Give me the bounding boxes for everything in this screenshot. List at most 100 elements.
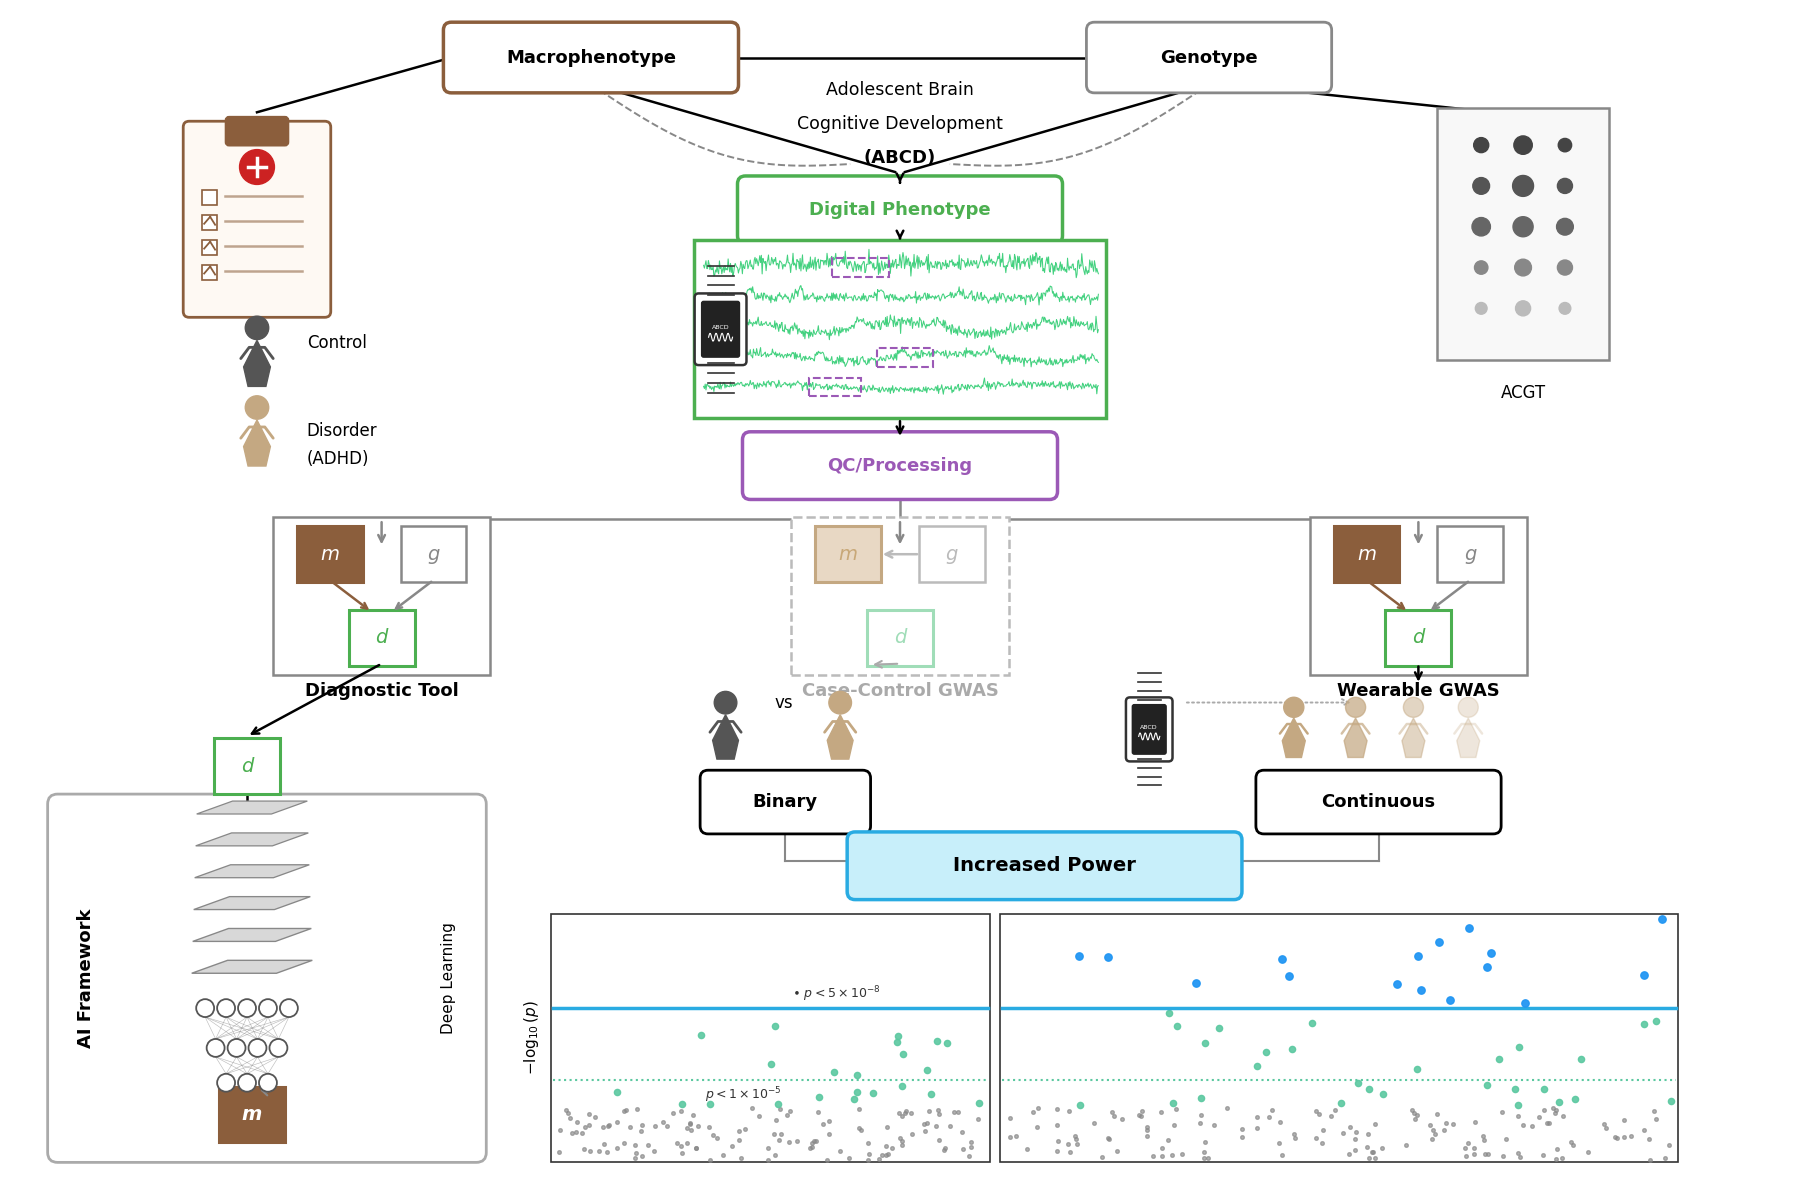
Point (1211, 1098, 1240, 1117)
Text: $\bullet\ p < 5 \times 10^{-8}$: $\bullet\ p < 5 \times 10^{-8}$ (792, 984, 882, 1004)
Bar (202, 215, 218, 230)
Point (673, 1134, 702, 1153)
Point (612, 1100, 641, 1120)
Circle shape (1557, 179, 1573, 193)
Point (797, 1133, 826, 1152)
Point (641, 1117, 670, 1136)
Point (1343, 1123, 1372, 1142)
Point (911, 1122, 940, 1141)
Point (571, 1139, 599, 1158)
Point (931, 1139, 959, 1158)
Point (871, 1136, 900, 1156)
Point (1321, 1100, 1350, 1120)
Point (1352, 1138, 1381, 1157)
Point (1642, 1010, 1670, 1030)
Point (887, 1076, 916, 1096)
Point (1471, 1130, 1499, 1150)
Point (1166, 1145, 1195, 1164)
Point (1472, 958, 1501, 977)
Point (1399, 1100, 1427, 1120)
Text: Macrophenotype: Macrophenotype (506, 48, 677, 66)
Point (1539, 1098, 1568, 1117)
Point (1147, 1103, 1175, 1122)
Circle shape (828, 691, 851, 714)
Point (1368, 1085, 1397, 1104)
Point (808, 1115, 837, 1134)
Point (1602, 1128, 1631, 1147)
Circle shape (1472, 217, 1490, 236)
Point (562, 1123, 590, 1142)
Point (659, 1104, 688, 1123)
Point (1305, 1105, 1334, 1124)
Circle shape (1559, 302, 1571, 314)
Point (947, 1122, 976, 1141)
Point (936, 1116, 965, 1135)
Circle shape (1514, 136, 1532, 155)
Text: Disorder: Disorder (306, 421, 378, 439)
Text: Continuous: Continuous (1321, 793, 1436, 811)
Point (1420, 1124, 1449, 1144)
Point (873, 1117, 902, 1136)
Polygon shape (196, 802, 308, 814)
Point (932, 1033, 961, 1052)
Polygon shape (243, 341, 270, 386)
Point (1636, 1150, 1665, 1169)
Point (995, 1127, 1024, 1146)
Point (1341, 1141, 1370, 1160)
Point (1190, 1148, 1219, 1168)
Point (1003, 1127, 1031, 1146)
Point (995, 1109, 1024, 1128)
Point (891, 1102, 920, 1121)
Point (574, 1116, 603, 1135)
Point (913, 1060, 941, 1079)
Polygon shape (193, 929, 311, 942)
Point (1361, 1115, 1390, 1134)
Circle shape (218, 1000, 236, 1018)
Polygon shape (191, 960, 313, 973)
Point (1343, 1074, 1372, 1093)
Point (1471, 1144, 1499, 1163)
Point (616, 1117, 644, 1136)
Point (855, 1145, 884, 1164)
Circle shape (259, 1074, 277, 1092)
Point (1307, 1133, 1336, 1152)
Circle shape (245, 396, 268, 419)
Point (853, 1151, 882, 1170)
Point (1055, 1102, 1084, 1121)
Point (1190, 1142, 1219, 1162)
Point (1487, 1103, 1516, 1122)
Point (628, 1146, 657, 1165)
Point (1181, 973, 1210, 992)
Text: ABCD: ABCD (1141, 725, 1157, 730)
Point (1418, 1129, 1447, 1148)
Point (697, 1094, 725, 1114)
Point (821, 1063, 850, 1082)
Circle shape (227, 1039, 245, 1057)
Point (1501, 1079, 1530, 1098)
Point (1640, 1102, 1669, 1121)
Point (922, 1032, 950, 1051)
Point (1429, 1121, 1458, 1140)
FancyBboxPatch shape (1386, 610, 1451, 666)
Point (731, 1120, 760, 1139)
Point (1199, 1115, 1228, 1134)
Point (1438, 1115, 1467, 1134)
Point (796, 1139, 824, 1158)
Point (574, 1104, 603, 1123)
Point (580, 1108, 608, 1127)
Point (1336, 1117, 1364, 1136)
Point (1548, 1148, 1577, 1168)
Text: Diagnostic Tool: Diagnostic Tool (304, 682, 459, 700)
Point (682, 1139, 711, 1158)
Point (814, 1124, 842, 1144)
Point (1057, 1142, 1085, 1162)
Point (925, 1130, 954, 1150)
Point (562, 1112, 590, 1132)
Point (799, 1132, 828, 1151)
Point (940, 1103, 968, 1122)
Circle shape (238, 1000, 256, 1018)
Point (1298, 1013, 1327, 1032)
Point (1280, 1128, 1309, 1147)
Point (718, 1136, 747, 1156)
Point (702, 1129, 731, 1148)
